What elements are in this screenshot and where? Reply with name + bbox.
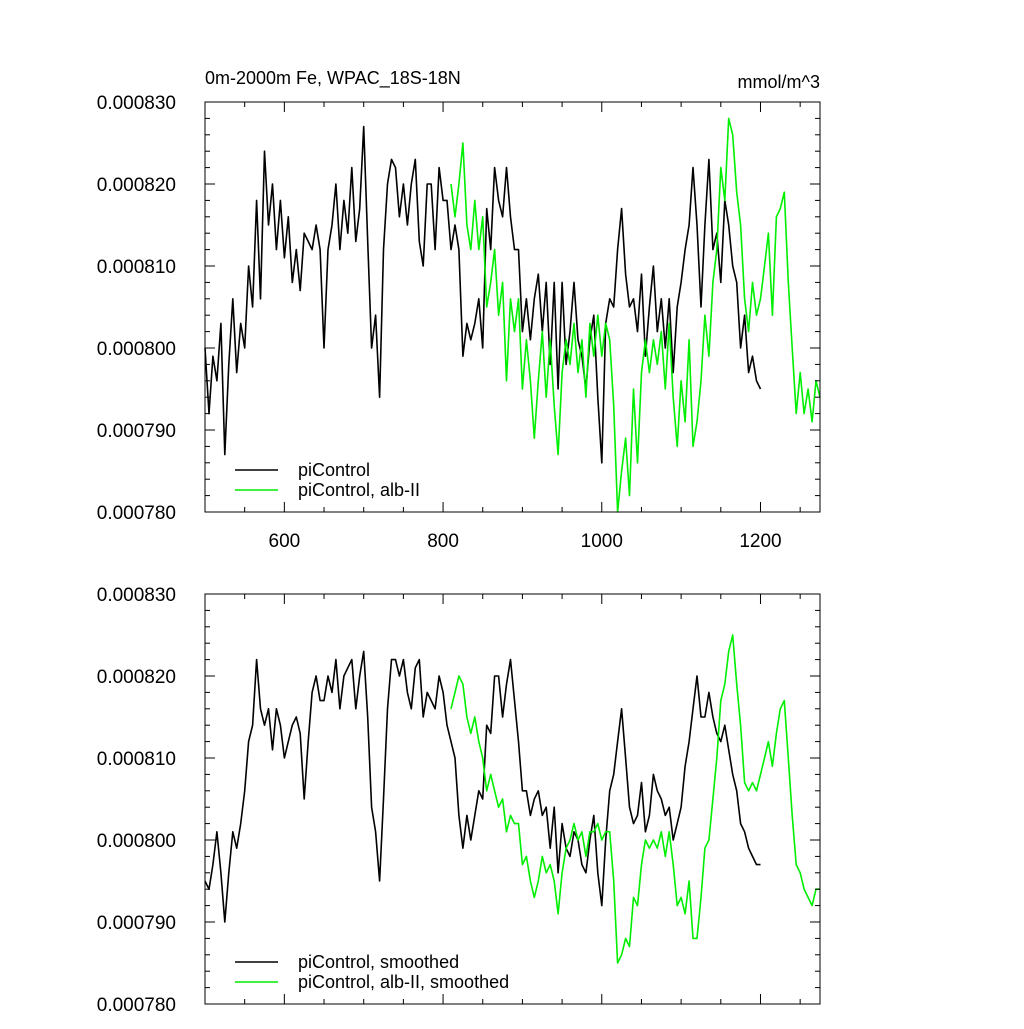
bottom-series-lines (204, 634, 820, 964)
series-line-0 (204, 125, 762, 464)
y-tick-label: 0.000780 (97, 503, 176, 524)
y-tick-label: 0.000810 (97, 257, 176, 278)
legend-label-picontrol: piControl (298, 460, 370, 480)
y-tick-label: 0.000820 (97, 667, 176, 688)
y-tick-label: 0.000780 (97, 995, 176, 1016)
top-legend: piControl piControl, alb-II (235, 460, 420, 500)
y-tick-label: 0.000810 (97, 749, 176, 770)
bottom-legend: piControl, smoothed piControl, alb-II, s… (235, 952, 509, 992)
x-tick-label: 800 (427, 531, 459, 552)
series-line-1 (450, 634, 820, 964)
x-tick-label: 1000 (581, 531, 623, 552)
bottom-panel: 0.000780 0.000790 0.000800 0.000810 0.000820… (97, 585, 821, 1016)
chart-title: 0m-2000m Fe, WPAC_18S-18N (205, 68, 461, 89)
bottom-y-ticks: 0.000780 0.000790 0.000800 0.000810 0.000820… (97, 585, 820, 1016)
legend-label-picontrol-alb-ii: piControl, alb-II (298, 480, 420, 500)
y-tick-label: 0.000830 (97, 585, 176, 606)
y-tick-label: 0.000800 (97, 831, 176, 852)
legend-label-picontrol-alb-ii-smoothed: piControl, alb-II, smoothed (298, 972, 509, 992)
top-plot-frame (204, 101, 821, 513)
y-tick-label: 0.000790 (97, 913, 176, 934)
top-x-ticks: 600 800 1000 1200 (204, 102, 801, 552)
x-tick-label: 1200 (739, 531, 781, 552)
series-line-1 (450, 117, 821, 513)
series-line-0 (204, 650, 761, 923)
top-panel: 0m-2000m Fe, WPAC_18S-18N mmol/m^3 0.000… (97, 68, 821, 552)
y-tick-label: 0.000790 (97, 421, 176, 442)
bottom-x-ticks (204, 594, 801, 1004)
x-tick-label: 600 (269, 531, 301, 552)
top-series-lines (204, 117, 821, 513)
y-tick-label: 0.000820 (97, 175, 176, 196)
bottom-plot-frame (204, 593, 821, 1005)
units-label: mmol/m^3 (738, 72, 820, 92)
y-tick-label: 0.000800 (97, 339, 176, 360)
top-y-ticks: 0.000780 0.000790 0.000800 0.000810 0.000820… (97, 93, 820, 524)
y-tick-label: 0.000830 (97, 93, 176, 114)
legend-label-picontrol-smoothed: piControl, smoothed (298, 952, 459, 972)
